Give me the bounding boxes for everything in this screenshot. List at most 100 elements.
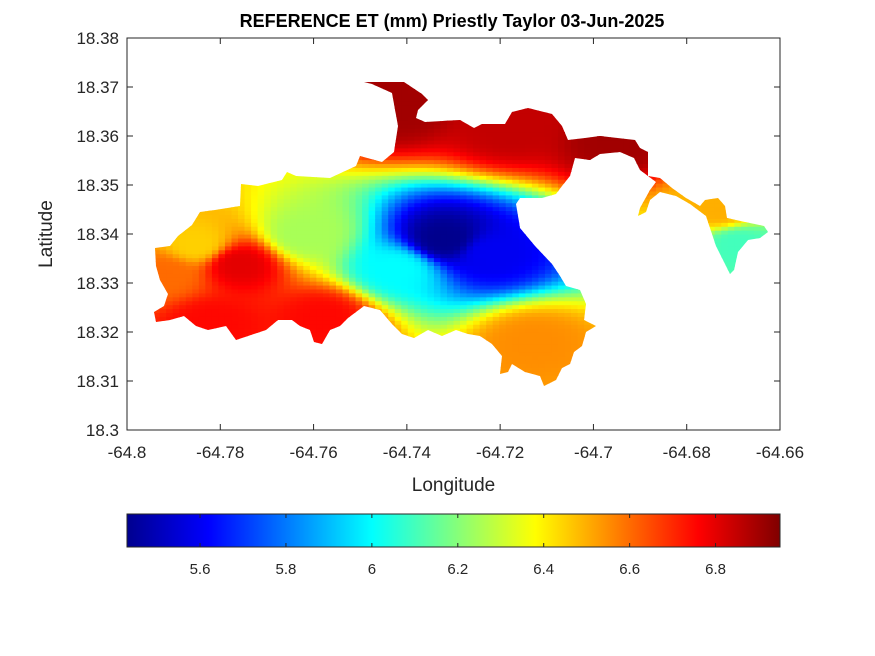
heat-cell	[303, 324, 311, 329]
heat-cell	[388, 265, 396, 270]
heat-cell	[238, 296, 246, 302]
heat-cell	[244, 324, 252, 329]
heat-cell	[551, 332, 559, 337]
heat-cell	[727, 253, 735, 259]
heat-cell	[362, 296, 370, 302]
heat-cell	[440, 237, 448, 243]
heat-cell	[192, 234, 200, 239]
heat-cell	[486, 339, 494, 345]
heat-cell	[205, 308, 213, 313]
heat-cell	[512, 277, 520, 282]
heat-cell	[270, 300, 278, 306]
heat-cell	[427, 296, 435, 302]
heat-cell	[531, 316, 539, 321]
heat-cell	[166, 292, 174, 298]
heat-cell	[433, 245, 442, 251]
heat-cell	[198, 273, 206, 278]
heat-cell	[322, 257, 331, 263]
heat-cell	[179, 308, 187, 313]
heat-cell	[362, 265, 370, 270]
heat-cell	[192, 245, 200, 251]
heat-cell	[349, 257, 357, 263]
heat-cell	[486, 273, 494, 278]
heat-cell	[270, 284, 278, 290]
heat-cell	[407, 277, 415, 282]
heat-cell	[264, 284, 272, 290]
heat-cell	[538, 308, 546, 313]
heat-cell	[185, 234, 193, 239]
heat-cell	[460, 269, 468, 274]
heat-cell	[414, 277, 422, 282]
heat-cell	[290, 261, 298, 266]
heat-cell	[551, 288, 559, 294]
heat-cell	[401, 284, 409, 290]
heat-cell	[185, 316, 193, 321]
heat-cell	[205, 269, 213, 274]
heat-cell	[473, 312, 481, 317]
heat-cell	[303, 320, 311, 325]
heat-cell	[198, 249, 206, 255]
heat-cell	[551, 273, 559, 278]
heat-cell	[270, 269, 278, 274]
heat-cell	[492, 277, 500, 282]
heat-cell	[407, 241, 415, 247]
heat-cell	[198, 237, 206, 243]
heat-cell	[505, 288, 513, 294]
heat-cell	[211, 312, 220, 317]
heat-cell	[433, 234, 442, 239]
heat-cell	[492, 343, 500, 349]
heat-cell	[486, 237, 494, 243]
heat-cell	[290, 316, 298, 321]
heat-cell	[388, 292, 396, 298]
heat-cell	[505, 359, 513, 364]
heat-cell	[179, 277, 187, 282]
heat-cell	[479, 245, 487, 251]
heat-cell	[577, 324, 585, 329]
heat-cell	[499, 237, 507, 243]
heat-cell	[571, 324, 579, 329]
heat-cell	[557, 316, 566, 321]
heat-cell	[427, 249, 435, 255]
heat-cell	[401, 249, 409, 255]
heat-cell	[322, 249, 331, 255]
heat-cell	[525, 332, 533, 337]
heat-cell	[460, 300, 468, 306]
heat-cell	[322, 237, 331, 243]
heat-cell	[172, 296, 180, 302]
heat-cell	[564, 335, 572, 341]
heat-cell	[499, 312, 507, 317]
heat-cell	[264, 269, 272, 274]
heat-cell	[479, 265, 487, 270]
heat-cell	[231, 332, 239, 337]
heat-cell	[290, 284, 298, 290]
heat-cell	[290, 288, 298, 294]
heat-cell	[270, 296, 278, 302]
heat-cell	[283, 296, 291, 302]
heat-cell	[238, 234, 246, 239]
heat-cell	[401, 269, 409, 274]
heat-cell	[453, 234, 461, 239]
heat-cell	[342, 241, 350, 247]
heat-cell	[407, 261, 415, 266]
heat-cell	[231, 308, 239, 313]
heat-cell	[479, 253, 487, 259]
heat-cell	[460, 284, 468, 290]
heat-cell	[309, 335, 317, 341]
heat-cell	[303, 237, 311, 243]
heat-cell	[538, 292, 546, 298]
heat-cell	[316, 288, 324, 294]
heat-cell	[296, 277, 304, 282]
heat-cell	[544, 371, 553, 376]
heat-cell	[166, 316, 174, 321]
heat-cell	[355, 241, 363, 247]
heat-cell	[375, 288, 383, 294]
heat-cell	[185, 253, 193, 259]
heat-cell	[512, 284, 520, 290]
heat-cell	[571, 320, 579, 325]
heat-cell	[512, 320, 520, 325]
heat-cell	[264, 245, 272, 251]
heat-cell	[453, 249, 461, 255]
heat-cell	[564, 304, 572, 310]
heat-cell	[440, 308, 448, 313]
heat-cell	[394, 320, 402, 325]
